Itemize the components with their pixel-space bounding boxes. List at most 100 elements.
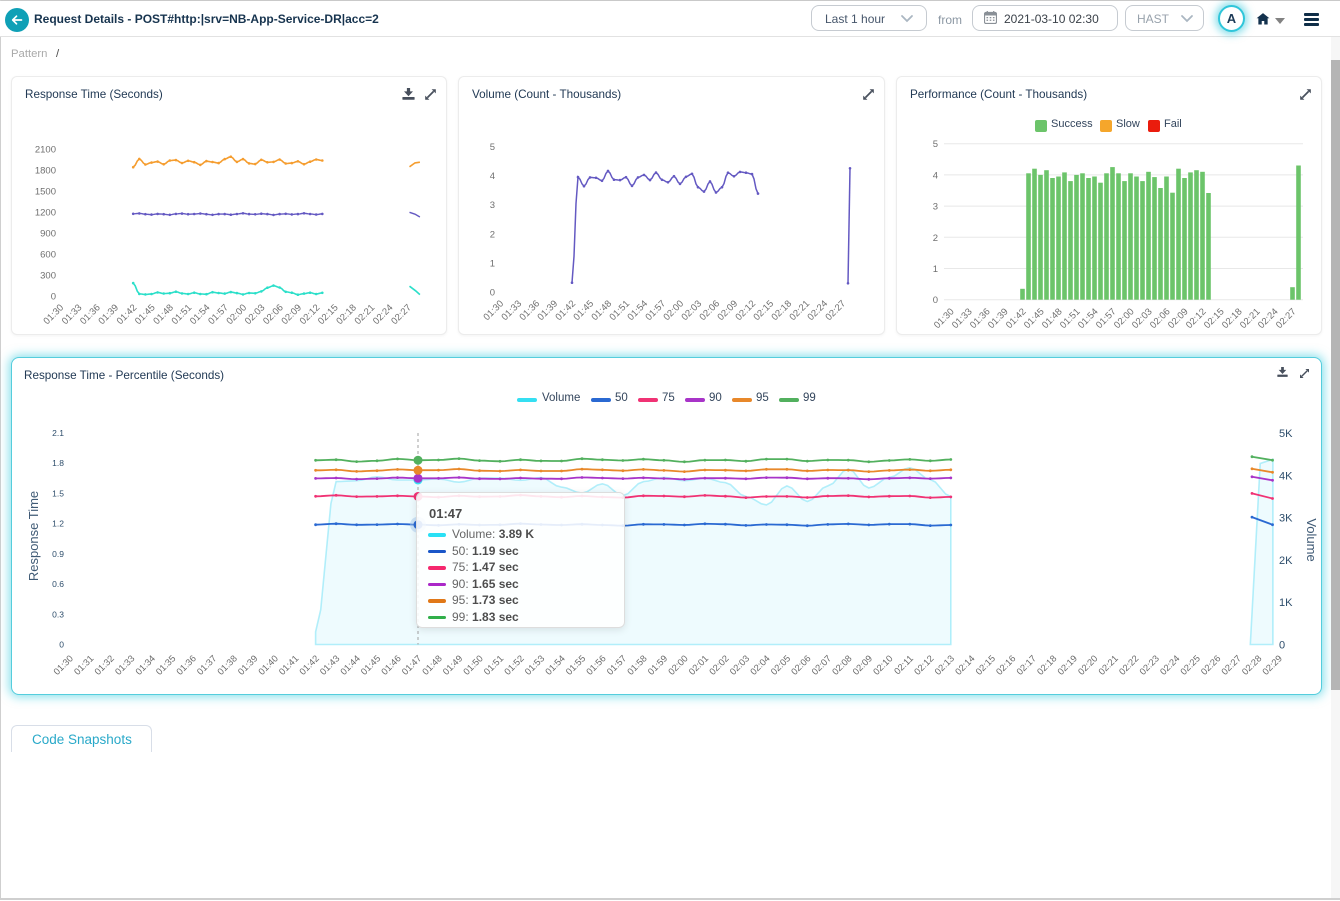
svg-text:01:58: 01:58 — [625, 653, 649, 677]
svg-text:300: 300 — [40, 271, 56, 282]
svg-text:02:24: 02:24 — [1158, 653, 1182, 677]
svg-text:02:12: 02:12 — [912, 653, 936, 677]
svg-text:02:16: 02:16 — [994, 653, 1018, 677]
svg-text:2: 2 — [490, 229, 495, 240]
svg-text:01:52: 01:52 — [502, 653, 526, 677]
svg-text:900: 900 — [40, 229, 56, 240]
svg-text:5: 5 — [933, 139, 938, 150]
svg-text:02:17: 02:17 — [1015, 653, 1039, 677]
svg-text:01:45: 01:45 — [359, 653, 383, 677]
svg-text:02:19: 02:19 — [1056, 653, 1080, 677]
svg-text:01:37: 01:37 — [195, 653, 219, 677]
svg-text:3K: 3K — [1279, 513, 1293, 525]
svg-text:02:25: 02:25 — [1178, 653, 1202, 677]
svg-text:02:27: 02:27 — [1219, 653, 1243, 677]
svg-text:01:44: 01:44 — [338, 653, 362, 677]
svg-text:0: 0 — [59, 640, 64, 650]
svg-text:0.6: 0.6 — [52, 579, 64, 589]
svg-text:02:18: 02:18 — [334, 302, 359, 327]
svg-text:02:15: 02:15 — [974, 653, 998, 677]
svg-text:2.1: 2.1 — [52, 428, 64, 438]
svg-text:1.2: 1.2 — [52, 519, 64, 529]
svg-text:02:18: 02:18 — [1035, 653, 1059, 677]
svg-text:01:33: 01:33 — [113, 653, 137, 677]
svg-text:02:24: 02:24 — [371, 302, 396, 327]
svg-text:02:06: 02:06 — [261, 302, 286, 327]
svg-text:02:14: 02:14 — [953, 653, 977, 677]
svg-text:4K: 4K — [1279, 470, 1293, 482]
svg-text:3: 3 — [933, 202, 938, 213]
svg-text:Response Time: Response Time — [26, 491, 41, 581]
svg-text:02:27: 02:27 — [1274, 306, 1299, 331]
svg-text:02:27: 02:27 — [824, 298, 849, 323]
svg-text:02:22: 02:22 — [1117, 653, 1141, 677]
svg-text:01:49: 01:49 — [441, 653, 465, 677]
svg-text:1500: 1500 — [35, 187, 56, 198]
svg-text:01:35: 01:35 — [154, 653, 178, 677]
svg-text:02:10: 02:10 — [871, 653, 895, 677]
svg-text:02:20: 02:20 — [1076, 653, 1100, 677]
svg-text:01:54: 01:54 — [543, 653, 567, 677]
svg-text:02:00: 02:00 — [666, 653, 690, 677]
svg-text:3: 3 — [490, 200, 495, 211]
svg-text:2: 2 — [933, 233, 938, 244]
svg-text:1.8: 1.8 — [52, 458, 64, 468]
svg-text:0: 0 — [933, 295, 938, 306]
svg-text:600: 600 — [40, 250, 56, 261]
svg-text:02:06: 02:06 — [789, 653, 813, 677]
svg-text:01:56: 01:56 — [584, 653, 608, 677]
svg-text:02:07: 02:07 — [810, 653, 834, 677]
svg-text:01:54: 01:54 — [188, 302, 213, 327]
svg-text:01:48: 01:48 — [151, 302, 176, 327]
svg-text:1K: 1K — [1279, 597, 1293, 609]
svg-text:01:33: 01:33 — [60, 302, 85, 327]
svg-text:02:13: 02:13 — [933, 653, 957, 677]
svg-text:01:42: 01:42 — [297, 653, 321, 677]
svg-text:02:26: 02:26 — [1199, 653, 1223, 677]
svg-text:02:02: 02:02 — [707, 653, 731, 677]
svg-text:02:05: 02:05 — [769, 653, 793, 677]
svg-text:1: 1 — [933, 264, 938, 275]
svg-text:02:12: 02:12 — [298, 302, 323, 327]
svg-text:02:00: 02:00 — [225, 302, 250, 327]
svg-text:01:43: 01:43 — [318, 653, 342, 677]
svg-text:01:55: 01:55 — [564, 653, 588, 677]
svg-text:01:57: 01:57 — [206, 302, 231, 327]
svg-text:02:01: 02:01 — [687, 653, 711, 677]
svg-text:01:32: 01:32 — [93, 653, 117, 677]
svg-text:01:34: 01:34 — [134, 653, 158, 677]
svg-text:01:50: 01:50 — [461, 653, 485, 677]
svg-text:01:47: 01:47 — [400, 653, 424, 677]
svg-text:5: 5 — [490, 142, 495, 153]
svg-text:02:08: 02:08 — [830, 653, 854, 677]
svg-text:02:11: 02:11 — [892, 653, 915, 676]
svg-text:5K: 5K — [1279, 428, 1293, 440]
svg-text:02:27: 02:27 — [389, 302, 414, 327]
svg-text:01:53: 01:53 — [523, 653, 547, 677]
svg-text:01:36: 01:36 — [174, 653, 198, 677]
svg-text:Volume: Volume — [1304, 518, 1319, 561]
svg-text:01:36: 01:36 — [78, 302, 103, 327]
svg-text:02:04: 02:04 — [748, 653, 772, 677]
svg-text:01:46: 01:46 — [379, 653, 403, 677]
svg-text:02:09: 02:09 — [279, 302, 304, 327]
svg-text:1200: 1200 — [35, 208, 56, 219]
svg-text:1: 1 — [490, 258, 495, 269]
svg-text:02:21: 02:21 — [353, 302, 378, 327]
svg-text:02:09: 02:09 — [851, 653, 875, 677]
svg-text:02:03: 02:03 — [728, 653, 752, 677]
svg-text:02:29: 02:29 — [1260, 653, 1284, 677]
svg-text:01:39: 01:39 — [96, 302, 121, 327]
svg-text:01:51: 01:51 — [482, 653, 506, 677]
svg-text:01:51: 01:51 — [170, 302, 195, 327]
svg-text:01:59: 01:59 — [646, 653, 670, 677]
svg-text:01:57: 01:57 — [605, 653, 629, 677]
svg-text:02:21: 02:21 — [1097, 653, 1121, 677]
svg-text:2100: 2100 — [35, 145, 56, 156]
svg-text:01:42: 01:42 — [115, 302, 140, 327]
svg-text:01:38: 01:38 — [215, 653, 239, 677]
svg-text:0.3: 0.3 — [52, 609, 64, 619]
svg-text:02:15: 02:15 — [316, 302, 341, 327]
svg-text:4: 4 — [490, 171, 495, 182]
svg-text:0: 0 — [490, 288, 495, 299]
